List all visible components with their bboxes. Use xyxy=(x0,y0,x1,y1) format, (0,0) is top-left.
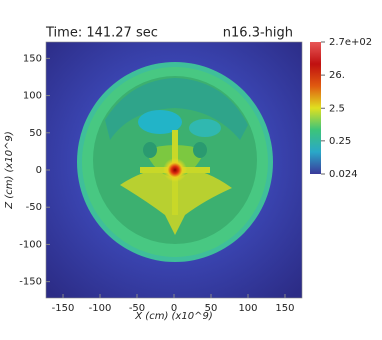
y-axis-label: Z (cm) (x10^9) xyxy=(4,131,15,209)
x-axis-label: X (cm) (x10^9) xyxy=(134,311,212,322)
x-tick-label: -50 xyxy=(129,303,145,314)
field-image xyxy=(46,42,302,298)
colorbar-tick-label: 0.024 xyxy=(329,169,358,180)
colorbar xyxy=(310,42,321,174)
y-tick-label: 150 xyxy=(23,53,42,64)
x-tick-label: 150 xyxy=(275,303,294,314)
title-right: n16.3-high xyxy=(223,26,293,41)
y-tick-label: 50 xyxy=(29,128,42,139)
colorbar-tick-label: 2.5 xyxy=(329,103,345,114)
colorbar-tick-label: 26. xyxy=(329,70,345,81)
colorbar-tick-label: 2.7e+02 xyxy=(329,37,372,48)
y-tick-label: -100 xyxy=(19,239,42,250)
y-tick-label: -50 xyxy=(26,202,42,213)
title-left: Time: 141.27 sec xyxy=(45,26,158,41)
x-tick-label: 0 xyxy=(171,303,177,314)
colorbar-tick-label: 0.25 xyxy=(329,136,351,147)
y-tick-label: 0 xyxy=(36,165,42,176)
x-tick-label: 50 xyxy=(205,303,218,314)
y-tick-label: -150 xyxy=(19,277,42,288)
x-tick-label: -100 xyxy=(89,303,112,314)
x-tick-label: 100 xyxy=(238,303,257,314)
x-tick-label: -150 xyxy=(52,303,75,314)
y-tick-label: 100 xyxy=(23,91,42,102)
